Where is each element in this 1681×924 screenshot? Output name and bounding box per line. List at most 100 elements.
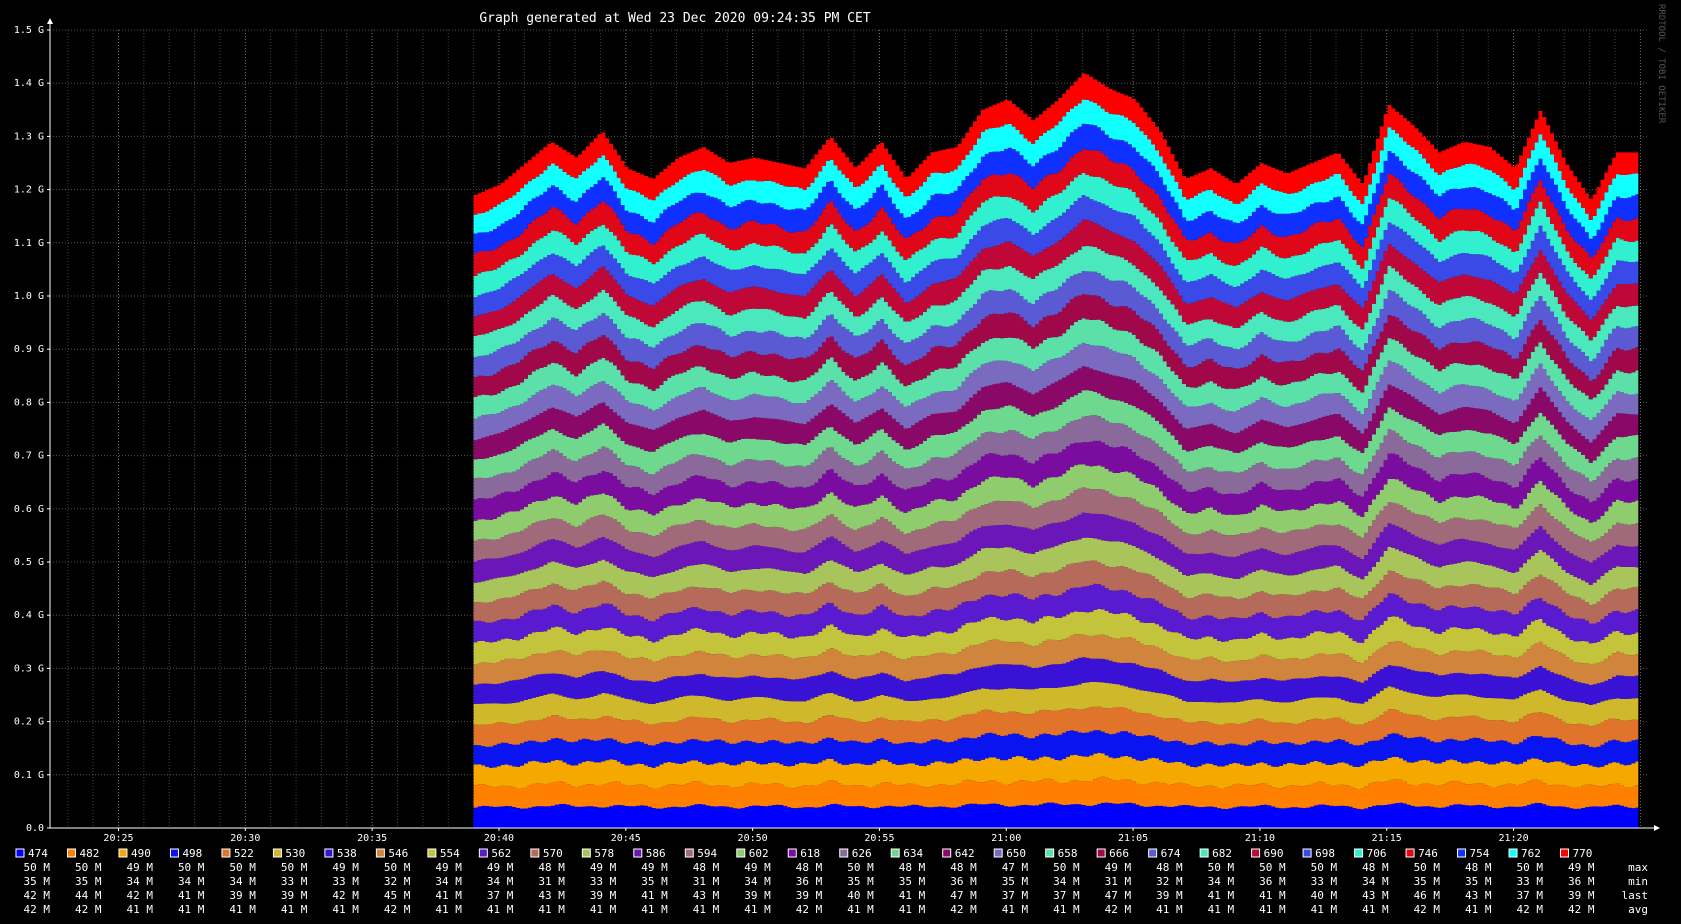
legend-avg-value: 41 M — [847, 903, 874, 916]
legend-last-value: 37 M — [1053, 889, 1080, 902]
legend-swatch-474 — [15, 848, 25, 858]
legend-min-value: 33 M — [1517, 875, 1544, 888]
legend-max-value: 47 M — [1002, 861, 1029, 874]
legend-row-label-avg: avg — [1628, 903, 1648, 916]
legend-last-value: 44 M — [75, 889, 102, 902]
legend-last-value: 37 M — [1517, 889, 1544, 902]
legend-swatch-538 — [324, 848, 334, 858]
legend-label-682: 682 — [1212, 847, 1232, 860]
legend-avg-value: 41 M — [1002, 903, 1029, 916]
legend-avg-value: 42 M — [75, 903, 102, 916]
legend-max-value: 50 M — [1517, 861, 1544, 874]
legend-avg-value: 42 M — [384, 903, 411, 916]
y-tick-label: 1.3 G — [14, 131, 44, 142]
axes: 0.0 0.1 G 0.2 G 0.3 G 0.4 G 0.5 G 0.6 G 0.7 G 0.… — [14, 18, 1660, 844]
legend-swatch-578 — [581, 848, 591, 858]
legend-avg-value: 42 M — [950, 903, 977, 916]
series-area-762 — [473, 99, 1639, 239]
legend-min-value: 34 M — [1208, 875, 1235, 888]
series-area-626 — [473, 415, 1639, 503]
x-tick-label: 20:25 — [103, 833, 133, 844]
legend-swatch-570 — [530, 848, 540, 858]
legend-last-value: 45 M — [384, 889, 411, 902]
legend-max-value: 49 M — [126, 861, 153, 874]
legend-swatch-698 — [1302, 848, 1312, 858]
legend-avg-value: 41 M — [1156, 903, 1183, 916]
legend-label-698: 698 — [1315, 847, 1335, 860]
legend-max-value: 48 M — [1156, 861, 1183, 874]
legend-avg-value: 41 M — [1362, 903, 1389, 916]
legend-label-522: 522 — [234, 847, 254, 860]
legend-min-value: 33 M — [281, 875, 308, 888]
legend-last-value: 40 M — [1311, 889, 1338, 902]
legend-avg-value: 41 M — [1311, 903, 1338, 916]
legend-avg-value: 41 M — [178, 903, 205, 916]
legend-max-value: 49 M — [1105, 861, 1132, 874]
legend-label-498: 498 — [182, 847, 202, 860]
legend-avg-value: 41 M — [899, 903, 926, 916]
y-tick-label: 0.9 G — [14, 344, 44, 355]
legend-last-value: 42 M — [126, 889, 153, 902]
legend-min-value: 34 M — [178, 875, 205, 888]
legend-max-value: 48 M — [538, 861, 565, 874]
legend-min-value: 34 M — [229, 875, 256, 888]
legend-last-value: 39 M — [229, 889, 256, 902]
legend-last-value: 41 M — [1259, 889, 1286, 902]
series-area-522 — [473, 706, 1639, 748]
legend-label-482: 482 — [79, 847, 99, 860]
legend-min-value: 31 M — [693, 875, 720, 888]
legend-label-674: 674 — [1161, 847, 1181, 860]
legend-max-value: 49 M — [744, 861, 771, 874]
series-area-482 — [473, 776, 1639, 810]
legend-label-626: 626 — [852, 847, 872, 860]
legend-label-754: 754 — [1470, 847, 1490, 860]
legend-last-value: 47 M — [1105, 889, 1132, 902]
legend-min-value: 33 M — [332, 875, 359, 888]
legend-swatch-594 — [684, 848, 694, 858]
legend-avg-value: 42 M — [1105, 903, 1132, 916]
legend-label-658: 658 — [1058, 847, 1078, 860]
y-tick-label: 1.1 G — [14, 238, 44, 249]
legend-last-value: 41 M — [899, 889, 926, 902]
legend-max-value: 49 M — [641, 861, 668, 874]
legend-last-value: 43 M — [538, 889, 565, 902]
legend-max-value: 50 M — [75, 861, 102, 874]
legend-row-label-min: min — [1628, 875, 1648, 888]
series-area-554 — [473, 608, 1639, 665]
y-tick-label: 0.6 G — [14, 504, 44, 515]
y-tick-label: 1.4 G — [14, 78, 44, 89]
legend-last-value: 39 M — [1568, 889, 1595, 902]
y-tick-label: 0.2 G — [14, 717, 44, 728]
legend-avg-value: 41 M — [435, 903, 462, 916]
legend-avg-value: 41 M — [1465, 903, 1492, 916]
legend-row-label-max: max — [1628, 861, 1648, 874]
legend-swatch-626 — [839, 848, 849, 858]
legend-min-value: 34 M — [1362, 875, 1389, 888]
legend-swatch-682 — [1199, 848, 1209, 858]
legend-last-value: 37 M — [1002, 889, 1029, 902]
x-tick-label: 20:35 — [357, 833, 387, 844]
legend-last-value: 39 M — [590, 889, 617, 902]
series-area-618 — [473, 440, 1639, 523]
legend-max-value: 50 M — [847, 861, 874, 874]
chart-title: Graph generated at Wed 23 Dec 2020 09:24… — [479, 11, 871, 26]
legend-min-value: 34 M — [487, 875, 514, 888]
legend-min-value: 34 M — [126, 875, 153, 888]
legend-label-770: 770 — [1573, 847, 1593, 860]
legend-last-value: 41 M — [641, 889, 668, 902]
y-tick-label: 0.8 G — [14, 397, 44, 408]
legend-avg-value: 42 M — [1517, 903, 1544, 916]
x-tick-label: 20:55 — [864, 833, 894, 844]
legend-swatch-658 — [1045, 848, 1055, 858]
y-tick-label: 0.4 G — [14, 610, 44, 621]
legend-label-578: 578 — [594, 847, 614, 860]
legend-swatch-642 — [942, 848, 952, 858]
legend-max-value: 48 M — [796, 861, 823, 874]
legend-min-value: 35 M — [75, 875, 102, 888]
legend-avg-value: 42 M — [796, 903, 823, 916]
legend-last-value: 41 M — [1208, 889, 1235, 902]
legend-label-666: 666 — [1109, 847, 1129, 860]
watermark-text: RRDTOOL / TOBI OETIKER — [1656, 4, 1666, 124]
legend-avg-value: 41 M — [641, 903, 668, 916]
